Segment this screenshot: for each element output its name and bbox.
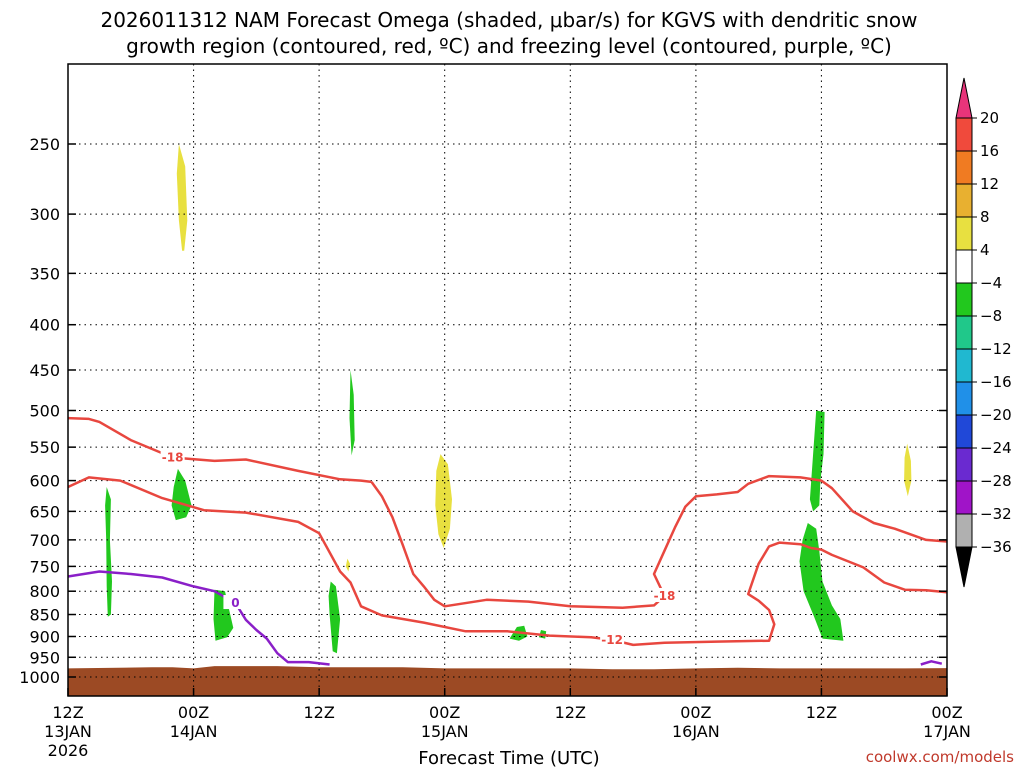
freezing-level-line [920,660,943,666]
omega-shade-region [213,589,234,641]
x-tick-label: 12Z [303,703,334,722]
colorbar-tick-label: 20 [980,109,999,127]
contour-label: 0 [231,596,239,610]
colorbar-tick-label: −4 [980,274,1002,292]
colorbar-tick-label: −36 [980,538,1012,556]
x-tick-label: 00Z [931,703,962,722]
colorbar-tick-label: 16 [980,142,999,160]
omega-shade-region [349,370,355,456]
omega-shade-region [904,443,912,497]
colorbar-tick-label: −24 [980,439,1012,457]
y-tick-label: 600 [29,472,60,491]
dgz-contour-line [67,416,372,484]
contour-label: -18 [654,589,676,603]
y-tick-label: 850 [29,606,60,625]
y-tick-label: 650 [29,502,60,521]
x-tick-label: 12Z [555,703,586,722]
omega-shade-region [809,410,825,512]
y-tick-label: 550 [29,438,60,457]
x-tick-label: 13JAN [44,722,92,741]
colorbar: 20 16 12 8 4 −4 −8 −12 −16 −20 −24 −28 −32 −36 [955,77,1012,588]
colorbar-tick-label: 8 [980,208,990,226]
omega-shade-region [176,144,188,251]
colorbar-tick-label: −28 [980,472,1012,490]
colorbar-tick-label: −12 [980,340,1012,358]
colorbar-tick-label: −20 [980,406,1012,424]
colorbar-swatch [955,381,973,416]
omega-shade-region [435,454,452,548]
x-tick-label: 15JAN [421,722,469,741]
chart-title-line2: growth region (contoured, red, ºC) and f… [126,34,892,58]
colorbar-tick-label: 12 [980,175,999,193]
colorbar-tick-label: −8 [980,307,1002,325]
colorbar-swatch [955,480,973,515]
colorbar-swatch [955,315,973,350]
omega-shade-region [105,487,112,617]
colorbar-swatch [955,414,973,449]
contour-label-bg [160,449,185,464]
contour-label: -12 [601,633,623,647]
omega-shade-region [171,468,192,521]
colorbar-swatch [955,348,973,383]
x-tick-label: 16JAN [672,722,720,741]
x-tick-label: 17JAN [923,722,971,741]
contour-label: -18 [162,450,184,464]
y-tick-label: 950 [29,648,60,667]
chart-title-line1: 2026011312 NAM Forecast Omega (shaded, μ… [100,8,917,32]
dgz-contour-line [67,476,948,647]
x-tick-label: 12Z [806,703,837,722]
x-tick-label: 00Z [178,703,209,722]
contour-label-bg [652,587,677,602]
surface-fill-layer [68,666,947,696]
y-tick-label: 300 [29,205,60,224]
colorbar-swatch [955,216,973,251]
y-tick-label: 700 [29,531,60,550]
omega-shading-layer [105,144,912,654]
y-tick-label: 400 [29,316,60,335]
contour-label-bg [223,595,248,610]
credit-text: coolwx.com/models [866,748,1014,766]
x-tick-label: 00Z [680,703,711,722]
omega-shade-region [328,581,341,654]
dgz-contour-line [370,474,948,609]
x-tick-label: 2026 [48,741,89,760]
x-tick-label: 12Z [52,703,83,722]
y-axis-ticks: 250 300 350 400 450 500 550 600 650 700 750 800 850 9… [19,135,947,687]
colorbar-top-triangle [955,77,973,119]
contour-label-bg [600,631,625,646]
colorbar-swatch [955,447,973,482]
y-tick-label: 250 [29,135,60,154]
colorbar-tick-label: −16 [980,373,1012,391]
y-tick-label: 500 [29,402,60,421]
y-tick-label: 750 [29,557,60,576]
colorbar-bottom-triangle [955,546,973,588]
contour-layer: -18 -12 -18 0 [67,416,948,666]
x-tick-label: 00Z [429,703,460,722]
omega-shade-region [345,558,350,572]
colorbar-tick-label: 4 [980,241,990,259]
x-tick-label: 14JAN [170,722,218,741]
colorbar-swatch [955,282,973,317]
colorbar-tick-label: −32 [980,505,1012,523]
colorbar-swatch [955,117,973,152]
plot-frame [67,63,948,697]
y-tick-label: 800 [29,582,60,601]
below-ground-fill [68,666,947,696]
colorbar-swatch [955,513,973,548]
colorbar-swatch [955,183,973,218]
freezing-level-line [67,570,330,666]
colorbar-swatch [955,249,973,284]
y-tick-label: 350 [29,264,60,283]
y-tick-label: 1000 [19,668,60,687]
y-tick-label: 900 [29,627,60,646]
x-axis-label: Forecast Time (UTC) [418,748,599,768]
colorbar-swatch [955,150,973,185]
y-tick-label: 450 [29,361,60,380]
